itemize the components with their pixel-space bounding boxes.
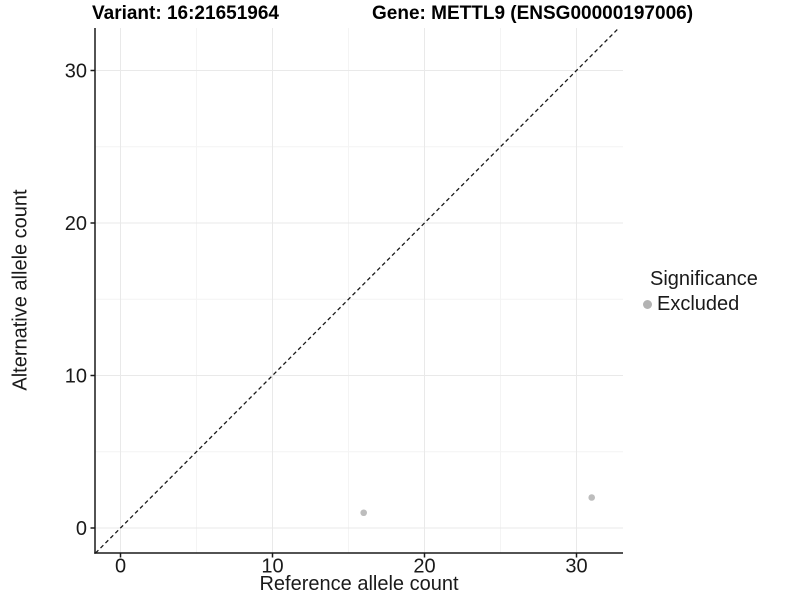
- excluded-point-icon: [642, 300, 652, 309]
- y-tick-label: 20: [65, 213, 87, 235]
- data-point: [360, 509, 368, 517]
- y-tick-label: 10: [65, 366, 87, 388]
- legend-item-label: Excluded: [657, 293, 740, 315]
- variant-title: Variant: 16:21651964: [92, 3, 279, 24]
- identity-line: [95, 27, 620, 554]
- legend-title: Significance: [650, 268, 758, 290]
- data-point: [588, 494, 595, 501]
- gene-title: Gene: METTL9 (ENSG00000197006): [372, 3, 694, 24]
- y-tick-label: 30: [65, 61, 87, 83]
- x-axis-title: Reference allele count: [259, 573, 459, 595]
- legend: Significance Excluded: [637, 268, 758, 316]
- x-tick-label: 20: [413, 556, 435, 578]
- x-tick-label: 30: [565, 556, 587, 578]
- x-tick-label: 0: [115, 556, 126, 578]
- y-tick-label: 0: [76, 518, 87, 540]
- x-tick-label: 10: [261, 556, 283, 578]
- legend-item-excluded: Excluded: [637, 293, 758, 316]
- legend-key: [637, 300, 657, 309]
- y-axis-title: Alternative allele count: [9, 189, 32, 391]
